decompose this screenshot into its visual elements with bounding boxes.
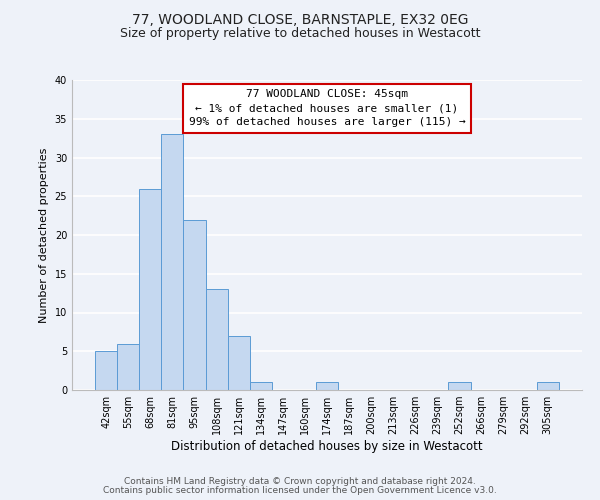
Bar	[250, 382, 272, 390]
Text: 77 WOODLAND CLOSE: 45sqm
← 1% of detached houses are smaller (1)
99% of detached: 77 WOODLAND CLOSE: 45sqm ← 1% of detache…	[188, 90, 466, 128]
Bar	[117, 344, 139, 390]
Text: Size of property relative to detached houses in Westacott: Size of property relative to detached ho…	[120, 28, 480, 40]
Bar	[184, 220, 206, 390]
Bar	[139, 188, 161, 390]
X-axis label: Distribution of detached houses by size in Westacott: Distribution of detached houses by size …	[171, 440, 483, 453]
Bar	[537, 382, 559, 390]
Bar	[316, 382, 338, 390]
Bar	[161, 134, 184, 390]
Text: 77, WOODLAND CLOSE, BARNSTAPLE, EX32 0EG: 77, WOODLAND CLOSE, BARNSTAPLE, EX32 0EG	[132, 12, 468, 26]
Text: Contains public sector information licensed under the Open Government Licence v3: Contains public sector information licen…	[103, 486, 497, 495]
Bar	[448, 382, 470, 390]
Bar	[95, 351, 117, 390]
Bar	[206, 289, 227, 390]
Bar	[227, 336, 250, 390]
Text: Contains HM Land Registry data © Crown copyright and database right 2024.: Contains HM Land Registry data © Crown c…	[124, 477, 476, 486]
Y-axis label: Number of detached properties: Number of detached properties	[39, 148, 49, 322]
